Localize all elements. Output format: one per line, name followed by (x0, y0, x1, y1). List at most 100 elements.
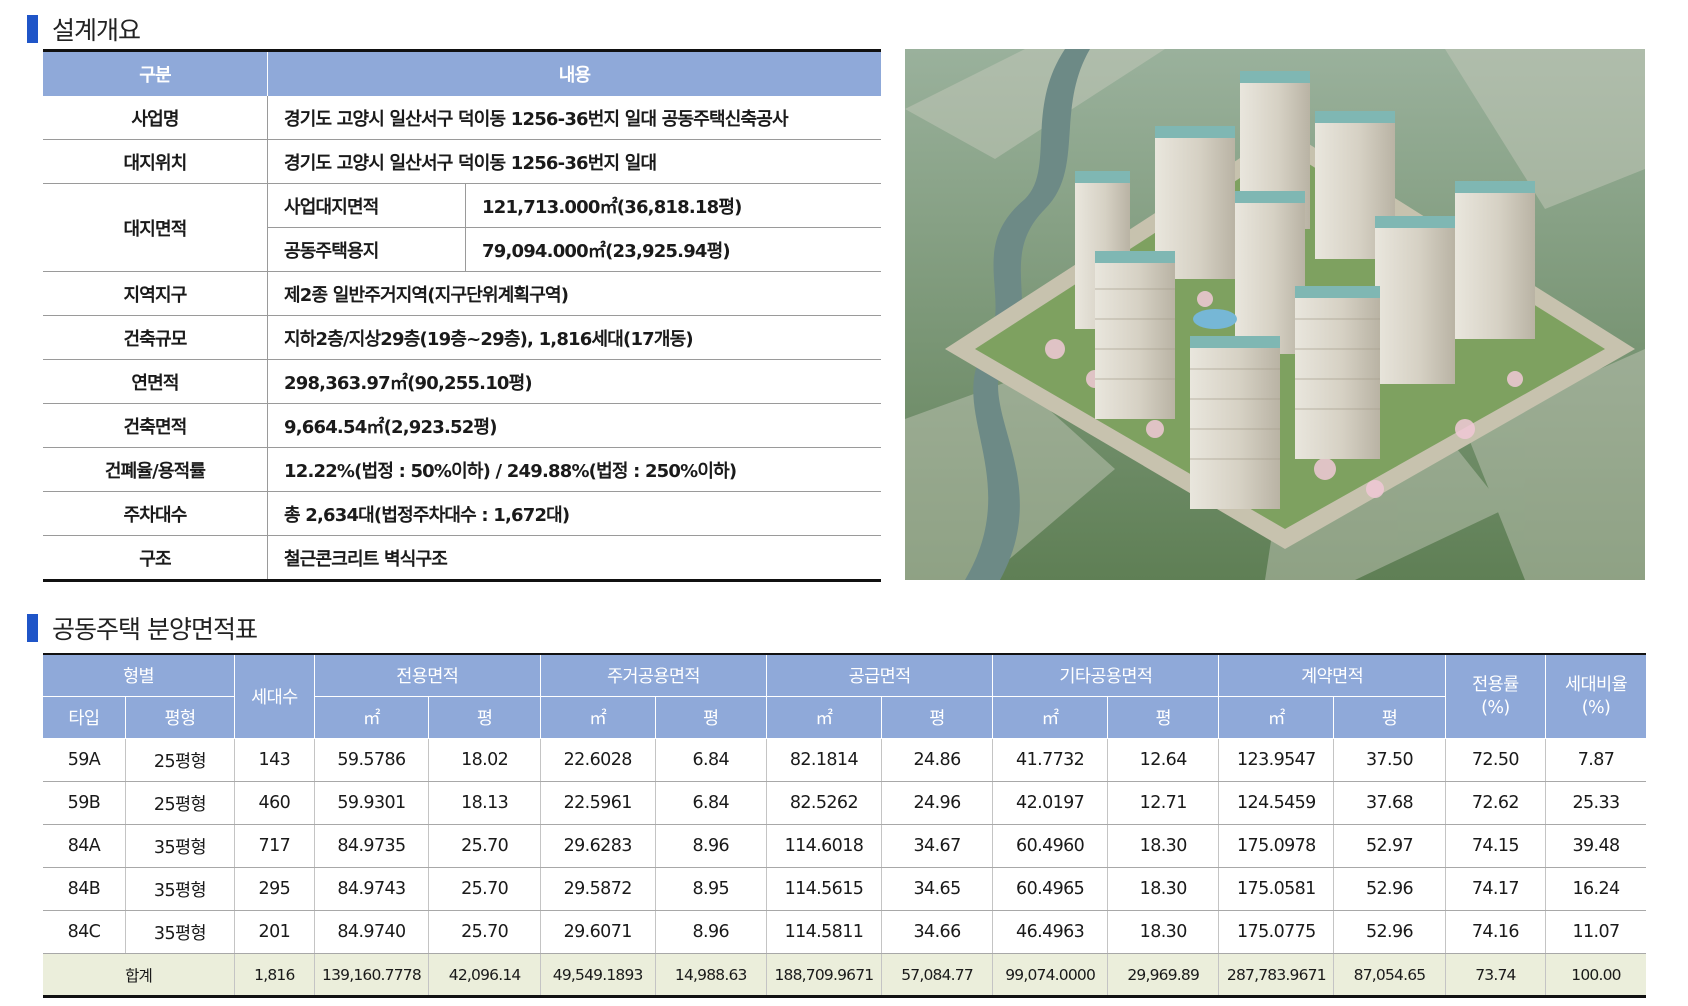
value-scale: 지하2층/지상29층(19층~29층), 1,816세대(17개동) (267, 315, 881, 360)
area-header-row-2: 타입 평형 ㎡ 평 ㎡ 평 ㎡ 평 ㎡ 평 ㎡ 평 (43, 696, 1646, 739)
cell-contract-sqm: 175.0581 (1218, 867, 1335, 911)
cell-type: 84C (43, 910, 126, 954)
label-building-area: 건축면적 (43, 403, 268, 448)
cell-exclusive-ratio: 72.62 (1445, 781, 1547, 825)
cell-residential-sqm: 29.5872 (540, 867, 656, 911)
cell-exclusive-ratio: 74.17 (1445, 867, 1547, 911)
title-bar-marker (27, 15, 38, 43)
cell-type: 59A (43, 738, 126, 782)
cell-household-ratio: 39.48 (1545, 824, 1646, 868)
cell-other-py: 18.30 (1107, 867, 1220, 911)
cell-supply-py: 34.66 (881, 910, 994, 954)
header-contract-py: 평 (1333, 696, 1446, 739)
cell-residential-sqm: 29.6283 (540, 824, 656, 868)
table-row: 59B 25평형 460 59.9301 18.13 22.5961 6.84 … (43, 781, 1646, 825)
row-total-floor-area: 연면적 298,363.97㎡(90,255.10평) (43, 359, 881, 404)
row-zoning: 지역지구 제2종 일반주거지역(지구단위계획구역) (43, 271, 881, 316)
cell-other-sqm: 60.4960 (992, 824, 1108, 868)
cell-other-sqm: 60.4965 (992, 867, 1108, 911)
value-zoning: 제2종 일반주거지역(지구단위계획구역) (267, 271, 881, 316)
header-category: 구분 (43, 50, 268, 96)
cell-other-py: 12.64 (1107, 738, 1220, 782)
header-household-ratio: 세대비율 (%) (1545, 654, 1646, 739)
cell-contract-sqm: 123.9547 (1218, 738, 1335, 782)
total-residential-py: 14,988.63 (655, 953, 768, 997)
header-supply-py: 평 (881, 696, 994, 739)
header-exclusive-py: 평 (428, 696, 541, 739)
header-type-group: 형별 (43, 654, 236, 697)
cell-residential-sqm: 22.5961 (540, 781, 656, 825)
total-exclusive-sqm: 139,160.7778 (314, 953, 430, 997)
label-scale: 건축규모 (43, 315, 268, 360)
row-business-name: 사업명 경기도 고양시 일산서구 덕이동 1256-36번지 일대 공동주택신축… (43, 96, 881, 140)
cell-contract-py: 52.97 (1333, 824, 1446, 868)
sales-area-table: 형별 세대수 전용면적 주거공용면적 공급면적 기타공용면적 계약면적 전용률 … (43, 653, 1646, 998)
total-supply-py: 57,084.77 (881, 953, 994, 997)
total-households: 1,816 (234, 953, 315, 997)
area-header-row-1: 형별 세대수 전용면적 주거공용면적 공급면적 기타공용면적 계약면적 전용률 … (43, 654, 1646, 739)
total-supply-sqm: 188,709.9671 (766, 953, 882, 997)
cell-other-sqm: 46.4963 (992, 910, 1108, 954)
header-other-common: 기타공용면적 (992, 654, 1220, 697)
overview-title-text: 설계개요 (52, 16, 141, 45)
cell-exclusive-sqm: 84.9740 (314, 910, 430, 954)
cell-residential-sqm: 22.6028 (540, 738, 656, 782)
row-scale: 건축규모 지하2층/지상29층(19층~29층), 1,816세대(17개동) (43, 315, 881, 360)
aerial-illustration (905, 49, 1645, 580)
cell-pyeong: 25평형 (125, 781, 236, 825)
cell-other-sqm: 42.0197 (992, 781, 1108, 825)
total-exclusive-ratio: 73.74 (1445, 953, 1547, 997)
cell-households: 201 (234, 910, 315, 954)
cell-supply-sqm: 114.6018 (766, 824, 882, 868)
value-structure: 철근콘크리트 벽식구조 (284, 548, 448, 570)
header-exclusive-area: 전용면적 (314, 654, 541, 697)
cell-exclusive-sqm: 59.5786 (314, 738, 430, 782)
label-site-location: 대지위치 (43, 139, 268, 184)
header-households: 세대수 (234, 654, 315, 739)
label-structure: 구조 (43, 535, 268, 581)
total-household-ratio: 100.00 (1545, 953, 1646, 997)
cell-exclusive-sqm: 84.9743 (314, 867, 430, 911)
total-residential-sqm: 49,549.1893 (540, 953, 656, 997)
cell-residential-py: 6.84 (655, 781, 768, 825)
label-housing-site-area: 공동주택용지 (267, 227, 466, 272)
cell-exclusive-sqm: 59.9301 (314, 781, 430, 825)
row-parking: 주차대수 총 2,634대(법정주차대수 : 1,672대) (43, 491, 881, 536)
value-business-name: 경기도 고양시 일산서구 덕이동 1256-36번지 일대 공동주택신축공사 (267, 96, 881, 140)
value-building-area: 9,664.54㎡(2,923.52평) (267, 403, 881, 448)
cell-exclusive-sqm: 84.9735 (314, 824, 430, 868)
label-coverage-far: 건폐율/용적률 (43, 447, 268, 492)
cell-supply-py: 24.86 (881, 738, 994, 782)
header-supply-area: 공급면적 (766, 654, 994, 697)
cell-type: 84A (43, 824, 126, 868)
cell-pyeong: 35평형 (125, 867, 236, 911)
cell-residential-py: 8.96 (655, 910, 768, 954)
label-business-site-area: 사업대지면적 (267, 183, 466, 228)
row-building-area: 건축면적 9,664.54㎡(2,923.52평) (43, 403, 881, 448)
cell-exclusive-py: 25.70 (428, 867, 541, 911)
cell-supply-sqm: 82.1814 (766, 738, 882, 782)
cell-contract-sqm: 175.0978 (1218, 824, 1335, 868)
row-structure: 구조 철근콘크리트 벽식구조 (43, 535, 881, 581)
river (965, 49, 1090, 580)
table-row: 84B 35평형 295 84.9743 25.70 29.5872 8.95 … (43, 867, 1646, 911)
value-coverage-far: 12.22%(법정 : 50%이하) / 249.88%(법정 : 250%이하… (267, 447, 881, 492)
title-bar-marker (27, 614, 38, 642)
cell-household-ratio: 16.24 (1545, 867, 1646, 911)
cell-pyeong: 35평형 (125, 824, 236, 868)
cell-exclusive-ratio: 74.16 (1445, 910, 1547, 954)
header-type: 타입 (43, 696, 126, 739)
cell-supply-sqm: 114.5811 (766, 910, 882, 954)
total-row: 합계 1,816 139,160.7778 42,096.14 49,549.1… (43, 953, 1646, 997)
header-content: 내용 (267, 50, 881, 96)
header-supply-sqm: ㎡ (766, 696, 882, 739)
area-title-text: 공동주택 분양면적표 (52, 615, 258, 644)
label-site-area: 대지면적 (43, 183, 268, 272)
cell-households: 460 (234, 781, 315, 825)
value-site-location: 경기도 고양시 일산서구 덕이동 1256-36번지 일대 (267, 139, 881, 184)
cell-contract-sqm: 175.0775 (1218, 910, 1335, 954)
header-residential-sqm: ㎡ (540, 696, 656, 739)
cell-residential-py: 6.84 (655, 738, 768, 782)
header-residential-common: 주거공용면적 (540, 654, 768, 697)
value-total-floor-area: 298,363.97㎡(90,255.10평) (267, 359, 881, 404)
